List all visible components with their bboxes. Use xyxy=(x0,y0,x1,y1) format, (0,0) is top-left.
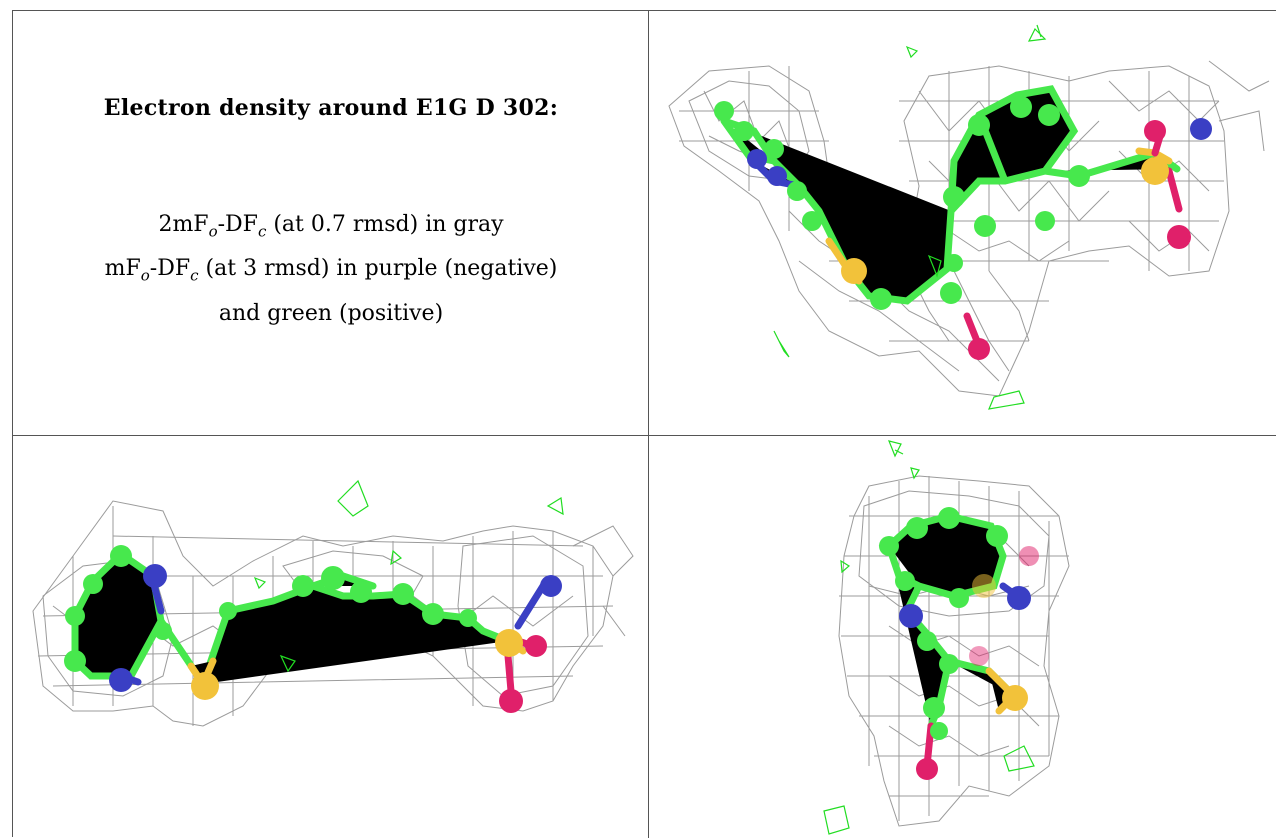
positive-difference-density-3 xyxy=(823,440,1035,835)
figure-grid: Electron density around E1G D 302: 2mFo-… xyxy=(12,10,1276,838)
density-view-bottom-left xyxy=(13,436,649,838)
legend-line-difference: mFo-DFc (at 3 rmsd) in purple (negative) xyxy=(104,256,558,285)
ligand-bonds xyxy=(720,85,1183,350)
molecule-view-2 xyxy=(32,479,634,727)
ligand-atoms xyxy=(714,96,1212,360)
positive-difference-density-2 xyxy=(253,479,564,673)
figure-title: Electron density around E1G D 302: xyxy=(103,95,559,121)
density-view-top-right xyxy=(649,11,1276,436)
molecule-view-1 xyxy=(668,24,1270,410)
legend-line-gray: 2mFo-DFc (at 0.7 rmsd) in gray xyxy=(158,212,504,241)
molecule-view-3 xyxy=(823,440,1070,835)
ligand-bonds-3 xyxy=(885,512,1021,770)
ligand-atoms-2 xyxy=(64,545,562,713)
density-view-bottom-right xyxy=(649,436,1276,838)
caption-panel: Electron density around E1G D 302: 2mFo-… xyxy=(13,11,649,436)
ligand-atoms-3 xyxy=(879,507,1039,780)
positive-difference-density xyxy=(773,24,1047,410)
legend-line-positive: and green (positive) xyxy=(218,300,444,326)
density-legend: 2mFo-DFc (at 0.7 rmsd) in gray mFo-DFc (… xyxy=(13,206,649,333)
